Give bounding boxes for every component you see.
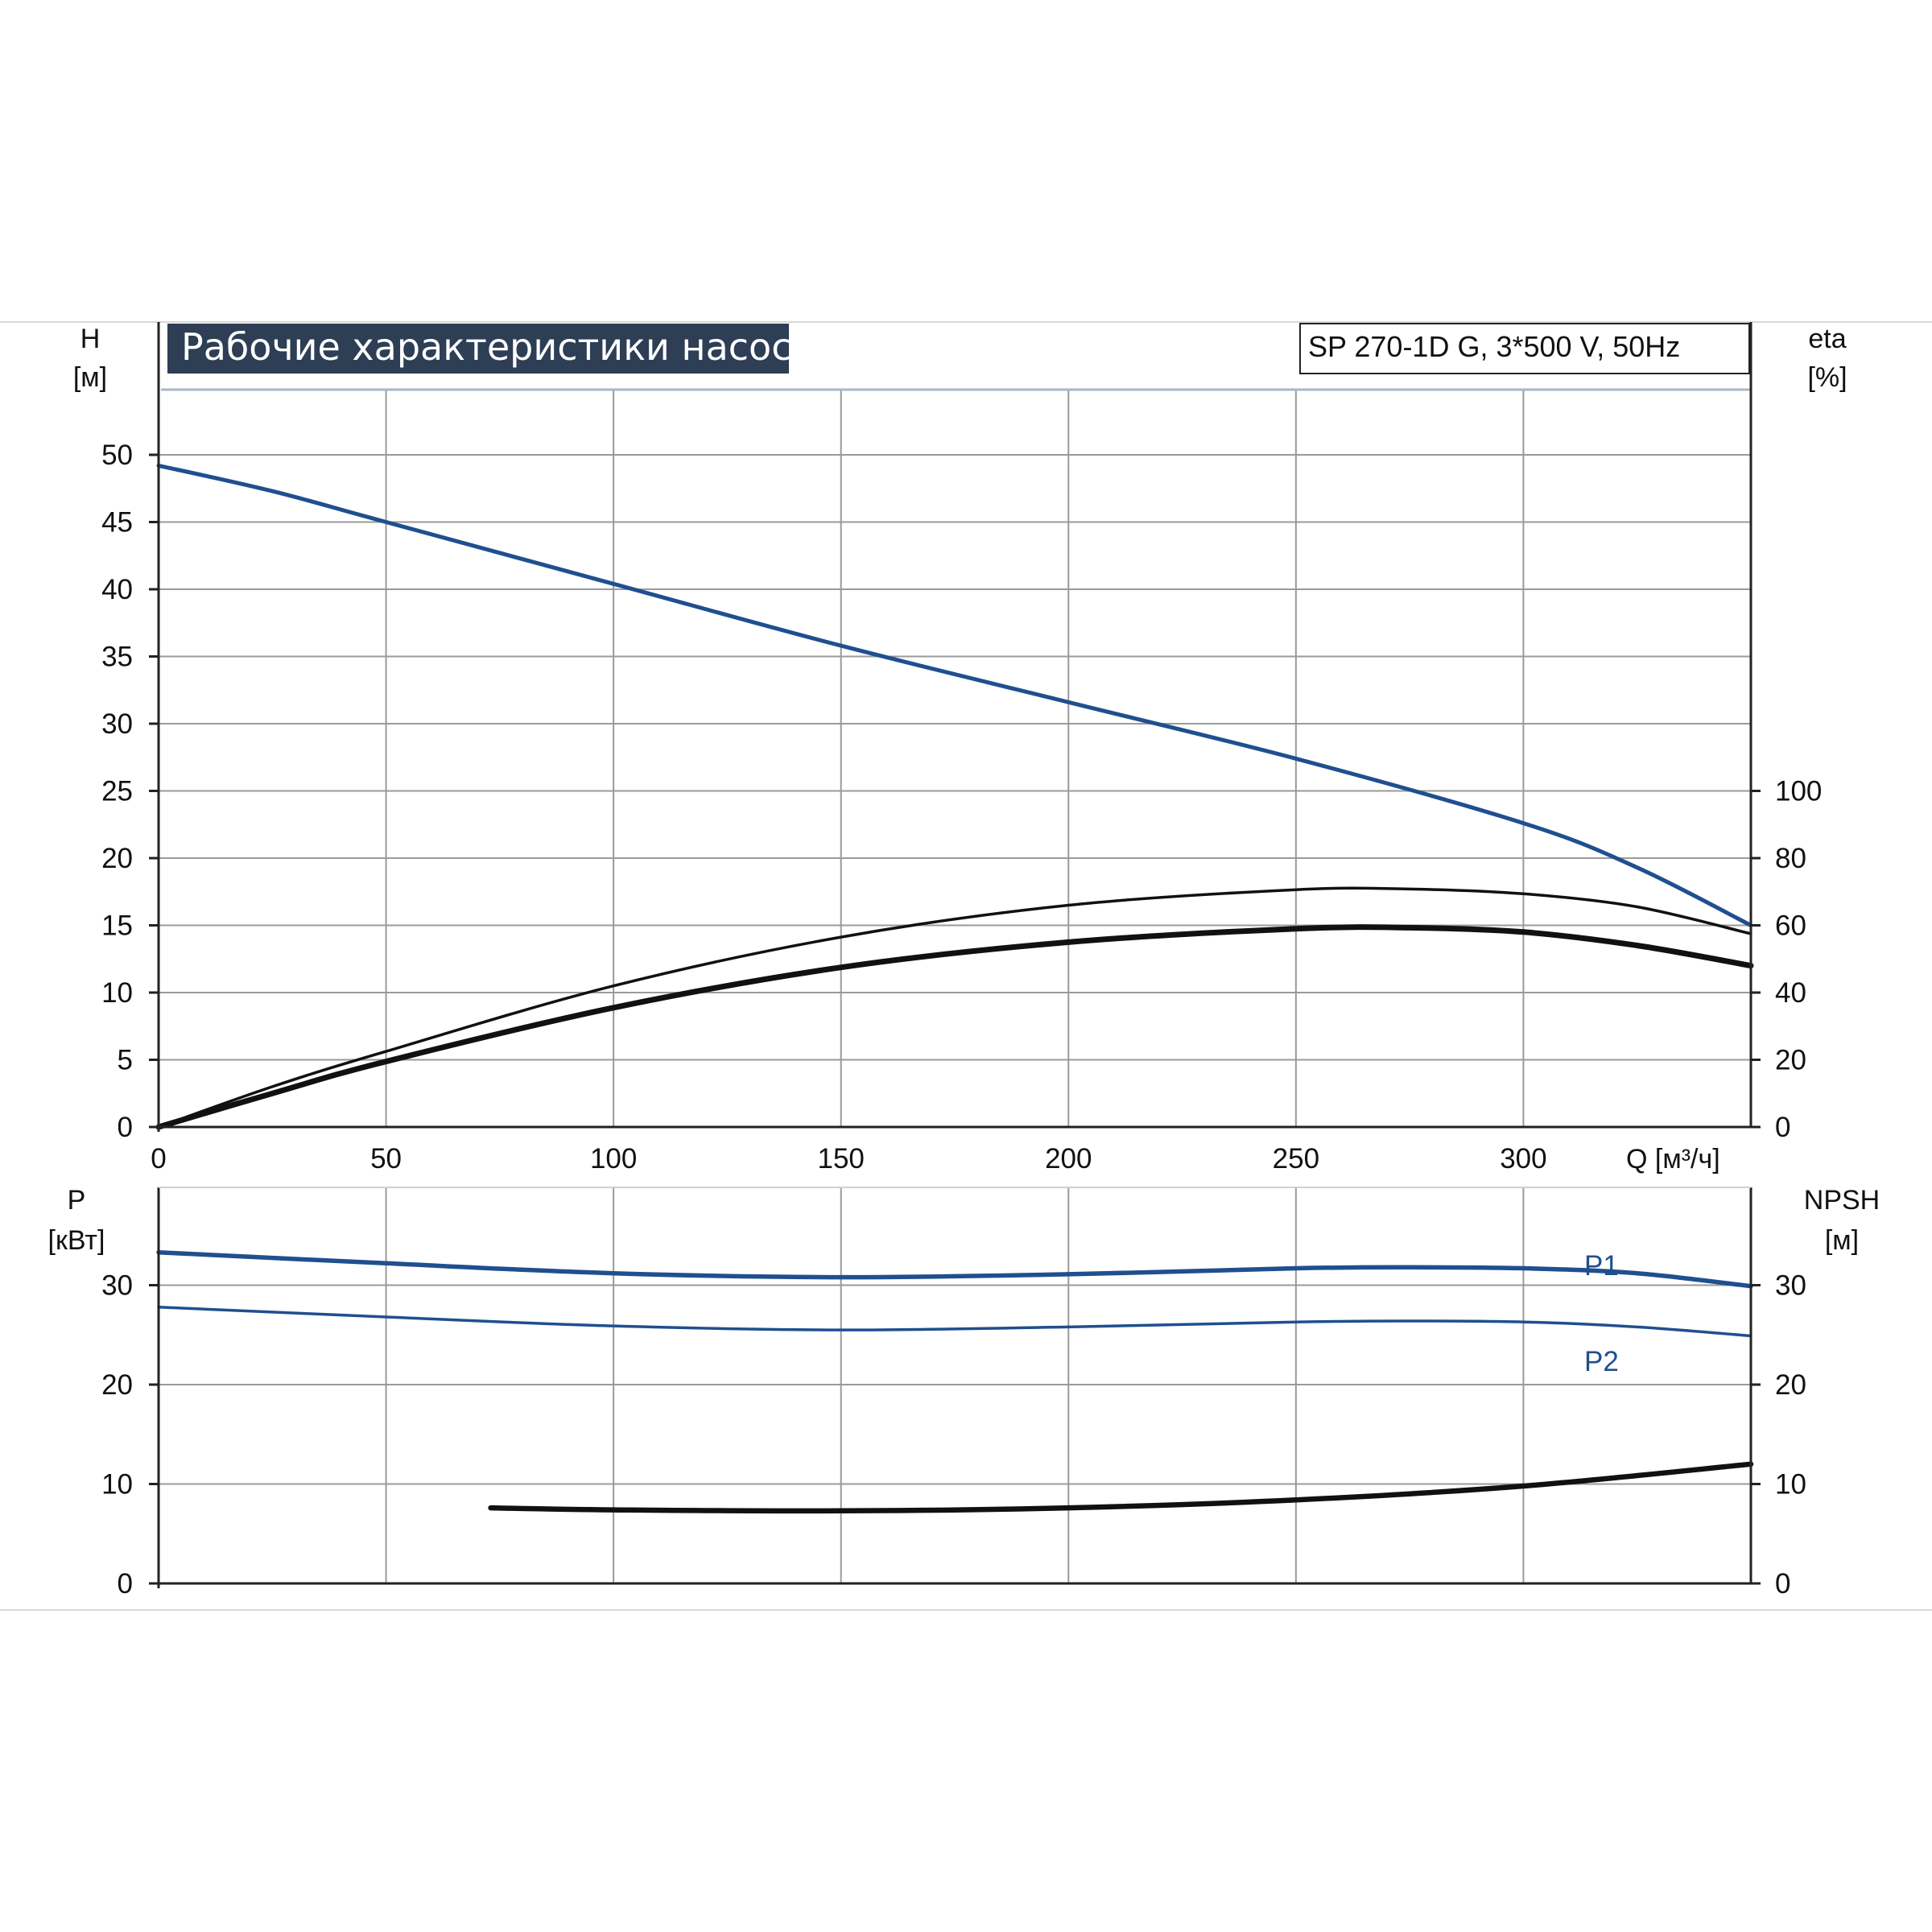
efficiency-curve-thin — [157, 886, 1752, 1129]
h-tick-label: 45 — [101, 507, 133, 539]
p-tick-label: 0 — [118, 1568, 133, 1600]
q-tick-label: 250 — [1273, 1143, 1319, 1174]
h-axis-unit: [м] — [73, 362, 107, 393]
eta-tick-label: 20 — [1775, 1045, 1806, 1076]
h-tick-label: 50 — [101, 440, 133, 471]
h-tick-label: 0 — [118, 1112, 133, 1143]
npsh-curve — [488, 1461, 1754, 1514]
npsh-axis-title: NPSH — [1804, 1185, 1880, 1216]
q-tick-label: 300 — [1500, 1143, 1546, 1174]
model-label: SP 270-1D G, 3*500 V, 50Hz — [1308, 330, 1680, 363]
eta-axis-unit: [%] — [1807, 362, 1847, 393]
h-tick-label: 5 — [118, 1045, 133, 1076]
h-tick-label: 35 — [101, 642, 133, 673]
model-label-box — [1299, 323, 1750, 374]
p-axis-unit: [кВт] — [48, 1225, 105, 1256]
q-tick-label: 100 — [590, 1143, 637, 1174]
q-tick-label: 0 — [151, 1143, 166, 1174]
q-tick-label: 200 — [1045, 1143, 1092, 1174]
p-tick-label: 30 — [101, 1270, 133, 1302]
h-tick-label: 30 — [101, 708, 133, 740]
npsh-tick-label: 0 — [1775, 1568, 1790, 1600]
p1-label: P1 — [1584, 1250, 1619, 1282]
chart-title: Рабочие характеристики насоса — [181, 325, 815, 369]
h-tick-label: 20 — [101, 843, 133, 874]
eta-tick-label: 60 — [1775, 910, 1806, 942]
p-tick-label: 10 — [101, 1469, 133, 1501]
eta-tick-label: 40 — [1775, 977, 1806, 1009]
p2-label: P2 — [1584, 1346, 1619, 1377]
p1-power-curve — [156, 1249, 1753, 1289]
h-tick-label: 10 — [101, 977, 133, 1009]
bottom-grid — [159, 1187, 1752, 1583]
p2-power-curve — [157, 1305, 1752, 1338]
axes — [149, 322, 1761, 1588]
eta-axis-title: eta — [1808, 324, 1846, 354]
p-tick-label: 20 — [101, 1369, 133, 1401]
eta-tick-label: 80 — [1775, 843, 1806, 874]
q-tick-label: 50 — [370, 1143, 402, 1174]
npsh-tick-label: 30 — [1775, 1270, 1806, 1302]
npsh-axis-unit: [м] — [1825, 1225, 1859, 1256]
top-grid — [159, 390, 1752, 1127]
h-tick-label: 25 — [101, 776, 133, 807]
q-tick-label: 150 — [818, 1143, 865, 1174]
p-axis-title: P — [68, 1185, 86, 1216]
efficiency-curve-thick — [155, 924, 1754, 1130]
eta-tick-label: 100 — [1775, 776, 1822, 807]
npsh-tick-label: 10 — [1775, 1469, 1806, 1501]
series-lines — [155, 463, 1754, 1514]
q-axis-label: Q [м³/ч] — [1626, 1144, 1720, 1174]
h-axis-title: H — [80, 324, 101, 354]
title-bar — [167, 324, 789, 374]
h-tick-label: 15 — [101, 910, 133, 942]
npsh-tick-label: 20 — [1775, 1369, 1806, 1401]
head-curve — [156, 463, 1753, 927]
h-tick-label: 40 — [101, 574, 133, 605]
eta-tick-label: 0 — [1775, 1112, 1790, 1143]
